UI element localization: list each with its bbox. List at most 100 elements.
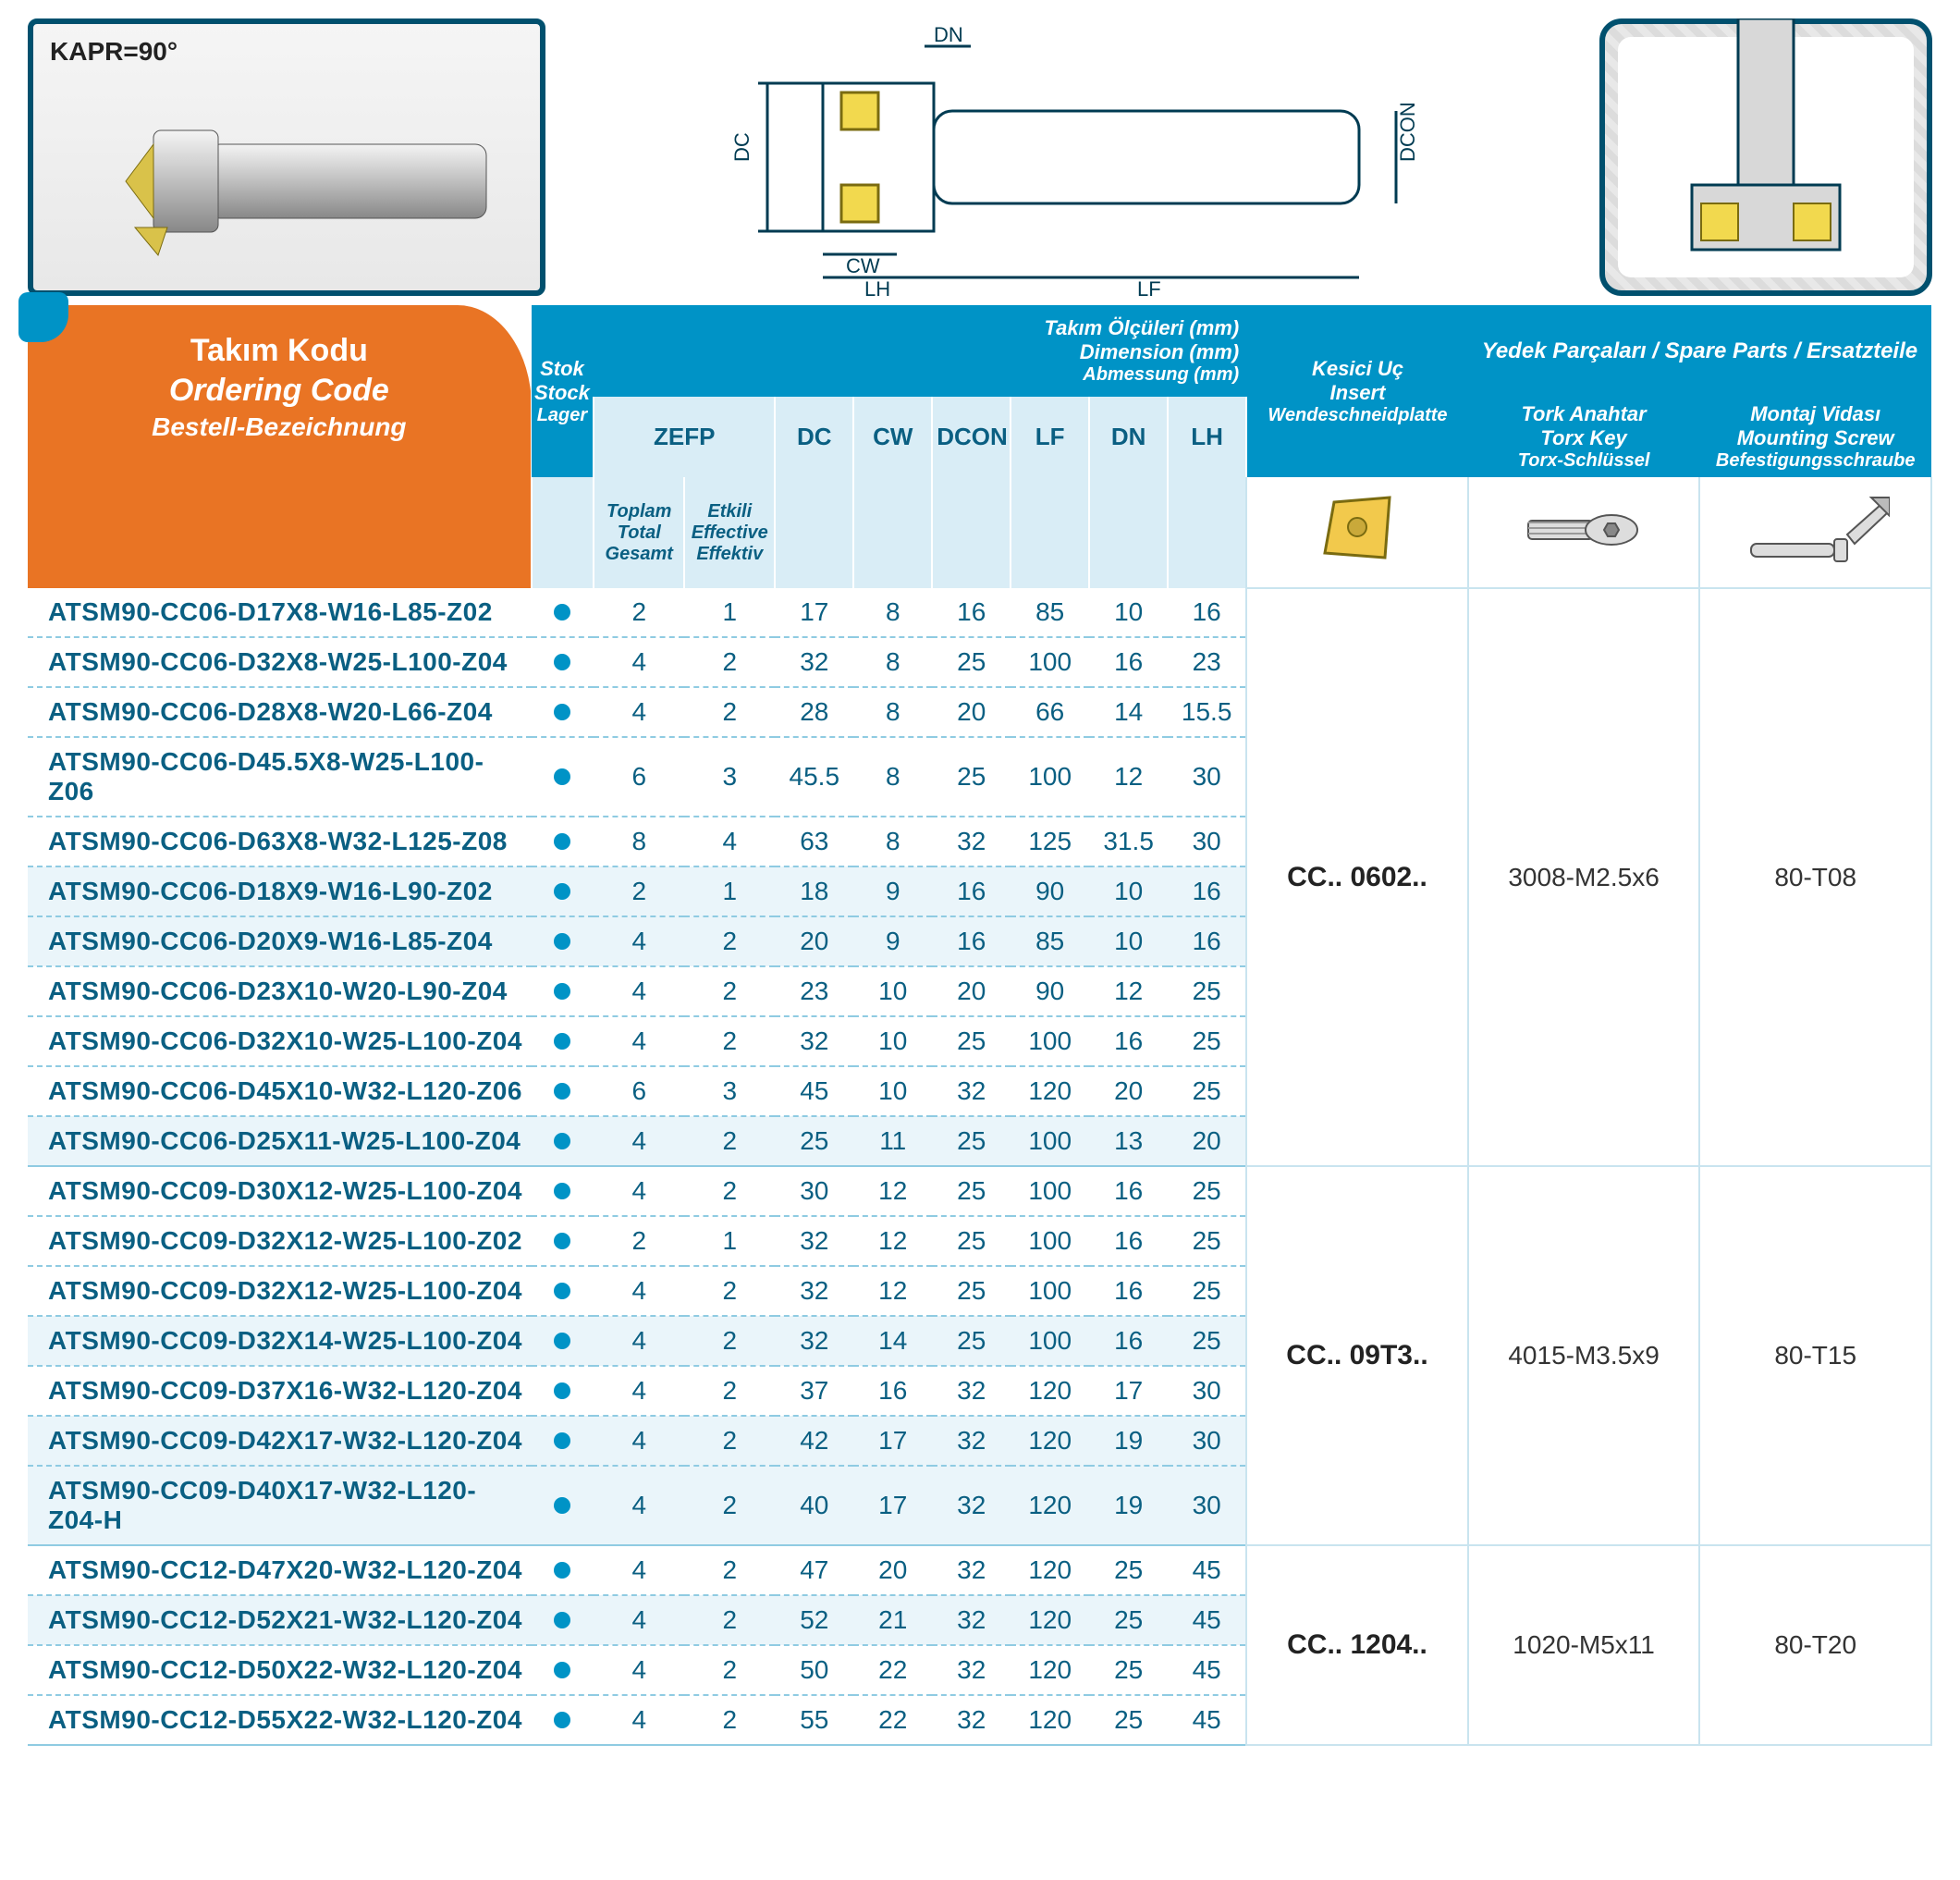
zefp-total-cell: 2: [594, 588, 684, 637]
dim-cell: 32: [775, 1016, 853, 1066]
dim-cell: 32: [932, 1066, 1011, 1116]
dim-cell: 25: [1168, 1066, 1246, 1116]
stock-dot: [554, 1083, 570, 1100]
insert-group: CC.. 1204..: [1246, 1545, 1468, 1745]
dim-cell: 22: [853, 1645, 932, 1695]
dim-cell: 8: [853, 588, 932, 637]
dim-cell: 32: [932, 1645, 1011, 1695]
stock-cell: [532, 817, 594, 866]
dim-cell: 100: [1011, 1266, 1089, 1316]
dim-cell: 30: [1168, 1366, 1246, 1416]
dim-cell: 25: [1089, 1645, 1168, 1695]
dim-cell: 120: [1011, 1645, 1089, 1695]
stock-dot: [554, 1662, 570, 1678]
dim-cell: 12: [853, 1266, 932, 1316]
zefp-eff-cell: 2: [684, 1316, 775, 1366]
zefp-total-cell: 4: [594, 966, 684, 1016]
table-row: ATSM90-CC06-D17X8-W16-L85-Z0221178168510…: [28, 588, 1931, 637]
code-cell: ATSM90-CC06-D17X8-W16-L85-Z02: [28, 588, 532, 637]
dim-cell: 16: [932, 916, 1011, 966]
stock-blank: [532, 477, 594, 588]
dim-cell: 25: [932, 1216, 1011, 1266]
dim-cell: 100: [1011, 1166, 1089, 1216]
dim-cell: 31.5: [1089, 817, 1168, 866]
zefp-total-cell: 2: [594, 1216, 684, 1266]
screw-group: 80-T15: [1699, 1166, 1931, 1545]
dim-cell: 66: [1011, 687, 1089, 737]
dim-cell: 10: [1089, 588, 1168, 637]
dim-cell: 30: [1168, 737, 1246, 817]
dim-cell: 55: [775, 1695, 853, 1745]
dim-cell: 14: [1089, 687, 1168, 737]
code-cell: ATSM90-CC09-D32X12-W25-L100-Z04: [28, 1266, 532, 1316]
dim-cell: 21: [853, 1595, 932, 1645]
stock-cell: [532, 737, 594, 817]
dim-cell: 45: [1168, 1695, 1246, 1745]
ordering-code-en: Ordering Code: [52, 373, 507, 409]
dim-cell: 25: [1168, 966, 1246, 1016]
stock-dot: [554, 883, 570, 900]
ordering-code-de: Bestell-Bezeichnung: [52, 412, 507, 442]
dim-cell: 13: [1089, 1116, 1168, 1166]
dim-cell: 32: [775, 637, 853, 687]
torx-icon: [1468, 477, 1700, 588]
code-cell: ATSM90-CC12-D52X21-W32-L120-Z04: [28, 1595, 532, 1645]
stock-dot: [554, 1133, 570, 1149]
dim-cell: 32: [775, 1266, 853, 1316]
dim-cell: 42: [775, 1416, 853, 1466]
stock-cell: [532, 1216, 594, 1266]
ordering-code-header: Takım Kodu Ordering Code Bestell-Bezeich…: [28, 305, 532, 588]
stock-dot: [554, 1612, 570, 1628]
stock-dot: [554, 1712, 570, 1728]
stock-dot: [554, 1183, 570, 1199]
code-cell: ATSM90-CC09-D32X12-W25-L100-Z02: [28, 1216, 532, 1266]
dim-cell: 37: [775, 1366, 853, 1416]
screw-header: Montaj Vidası Mounting Screw Befestigung…: [1699, 397, 1931, 477]
stock-cell: [532, 1545, 594, 1595]
code-cell: ATSM90-CC06-D25X11-W25-L100-Z04: [28, 1116, 532, 1166]
dim-cell: 18: [775, 866, 853, 916]
dim-cell: 25: [932, 1316, 1011, 1366]
zefp-total-cell: 4: [594, 1266, 684, 1316]
dim-cell: 28: [775, 687, 853, 737]
dim-cell: 9: [853, 916, 932, 966]
technical-drawing: DC CW LH LF DN DCON: [582, 18, 1562, 296]
code-cell: ATSM90-CC09-D40X17-W32-L120-Z04-H: [28, 1466, 532, 1545]
zefp-total-cell: 2: [594, 866, 684, 916]
stock-cell: [532, 1266, 594, 1316]
dim-cell: 45: [1168, 1595, 1246, 1645]
zefp-total-cell: 4: [594, 1416, 684, 1466]
tool-illustration: [98, 80, 514, 274]
code-cell: ATSM90-CC06-D20X9-W16-L85-Z04: [28, 916, 532, 966]
zefp-eff-cell: 2: [684, 1366, 775, 1416]
dim-cell: 47: [775, 1545, 853, 1595]
insert-icon: [1246, 477, 1468, 588]
stock-cell: [532, 1466, 594, 1545]
code-cell: ATSM90-CC09-D30X12-W25-L100-Z04: [28, 1166, 532, 1216]
stock-cell: [532, 966, 594, 1016]
dim-cell: 20: [1089, 1066, 1168, 1116]
dim-cell: 32: [775, 1216, 853, 1266]
zefp-effective: EtkiliEffectiveEffektiv: [684, 477, 775, 588]
dim-cell: 16: [1089, 1316, 1168, 1366]
stock-cell: [532, 1595, 594, 1645]
dim-cell: 40: [775, 1466, 853, 1545]
torx-header: Tork Anahtar Torx Key Torx-Schlüssel: [1468, 397, 1700, 477]
dim-cell: 25: [932, 1166, 1011, 1216]
dim-cell: 20: [853, 1545, 932, 1595]
stock-header: Stok Stock Lager: [532, 305, 594, 477]
dim-cell: 12: [1089, 737, 1168, 817]
stock-cell: [532, 1695, 594, 1745]
torx-group: 3008-M2.5x6: [1468, 588, 1700, 1166]
dim-cell: 120: [1011, 1545, 1089, 1595]
dim-cell: 120: [1011, 1595, 1089, 1645]
zefp-eff-cell: 2: [684, 1595, 775, 1645]
dim-cell: 30: [1168, 817, 1246, 866]
code-cell: ATSM90-CC06-D32X10-W25-L100-Z04: [28, 1016, 532, 1066]
dim-cell: 10: [853, 1066, 932, 1116]
dim-cell: 32: [932, 1695, 1011, 1745]
dim-cell: 100: [1011, 1116, 1089, 1166]
label-lf: LF: [1137, 277, 1161, 296]
zefp-total-cell: 4: [594, 1166, 684, 1216]
zefp-total-cell: 4: [594, 1695, 684, 1745]
